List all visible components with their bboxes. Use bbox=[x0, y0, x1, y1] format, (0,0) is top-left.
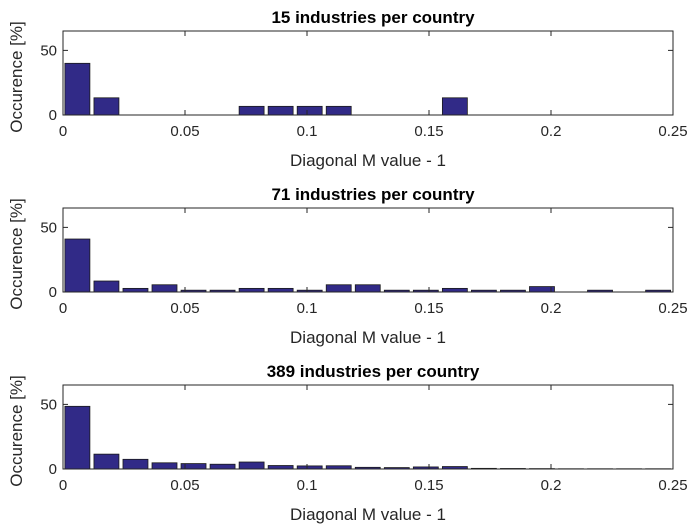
x-tick-label: 0.1 bbox=[297, 300, 318, 317]
histogram-bar bbox=[64, 238, 91, 293]
chart-title: 389 industries per country bbox=[267, 362, 480, 381]
x-tick-label: 0.05 bbox=[170, 123, 199, 140]
histogram-bar bbox=[209, 463, 236, 470]
x-axis-label: Diagonal M value - 1 bbox=[290, 505, 446, 524]
histogram-bar bbox=[93, 280, 120, 293]
histogram-bar bbox=[441, 97, 468, 116]
histogram-bar bbox=[354, 284, 381, 293]
histogram-bar bbox=[238, 105, 265, 116]
plot-area-2 bbox=[62, 207, 674, 293]
x-tick-label: 0.2 bbox=[541, 300, 562, 317]
histogram-bar bbox=[93, 453, 120, 470]
histogram-bar bbox=[151, 462, 178, 470]
chart-title: 71 industries per country bbox=[271, 185, 475, 204]
x-tick-label: 0.05 bbox=[170, 300, 199, 317]
x-axis-label: Diagonal M value - 1 bbox=[290, 151, 446, 170]
x-tick-label: 0.15 bbox=[414, 477, 443, 494]
histogram-bar bbox=[122, 287, 149, 293]
x-tick-label: 0.1 bbox=[297, 477, 318, 494]
chart-title: 15 industries per country bbox=[271, 8, 475, 27]
x-tick-label: 0.25 bbox=[658, 477, 687, 494]
x-tick-label: 0 bbox=[59, 300, 67, 317]
x-tick-label: 0 bbox=[59, 123, 67, 140]
x-tick-label: 0.2 bbox=[541, 477, 562, 494]
histogram-bar bbox=[238, 461, 265, 470]
y-axis-label: Occurence [%] bbox=[7, 198, 26, 310]
histogram-bar bbox=[238, 287, 265, 293]
histogram-bar bbox=[267, 465, 294, 470]
plot-area-3 bbox=[62, 384, 674, 470]
histogram-bar bbox=[64, 405, 91, 470]
histogram-bar bbox=[325, 105, 352, 116]
x-tick-label: 0.2 bbox=[541, 123, 562, 140]
x-tick-label: 0 bbox=[59, 477, 67, 494]
x-tick-label: 0.15 bbox=[414, 123, 443, 140]
x-tick-label: 0.1 bbox=[297, 123, 318, 140]
histogram-bar bbox=[325, 284, 352, 293]
axes-frame-3 bbox=[62, 384, 674, 470]
histogram-bar bbox=[151, 284, 178, 293]
y-tick-label: 0 bbox=[49, 284, 57, 301]
histogram-bar bbox=[267, 105, 294, 116]
x-tick-label: 0.25 bbox=[658, 123, 687, 140]
histogram-bar bbox=[296, 105, 323, 116]
y-tick-label: 0 bbox=[49, 461, 57, 478]
x-tick-label: 0.25 bbox=[658, 300, 687, 317]
plot-area-1 bbox=[62, 30, 674, 116]
y-tick-label: 50 bbox=[40, 219, 57, 236]
axes-frame-2 bbox=[62, 207, 674, 293]
histogram-bar bbox=[93, 97, 120, 116]
y-tick-label: 50 bbox=[40, 396, 57, 413]
histogram-bar bbox=[441, 287, 468, 293]
y-tick-label: 0 bbox=[49, 107, 57, 124]
x-tick-label: 0.05 bbox=[170, 477, 199, 494]
histogram-bar bbox=[267, 287, 294, 293]
axes-frame-1 bbox=[62, 30, 674, 116]
histogram-bar bbox=[122, 458, 149, 470]
histogram-bar bbox=[64, 62, 91, 116]
y-axis-label: Occurence [%] bbox=[7, 375, 26, 487]
y-axis-label: Occurence [%] bbox=[7, 21, 26, 133]
y-tick-label: 50 bbox=[40, 42, 57, 59]
x-tick-label: 0.15 bbox=[414, 300, 443, 317]
x-axis-label: Diagonal M value - 1 bbox=[290, 328, 446, 347]
